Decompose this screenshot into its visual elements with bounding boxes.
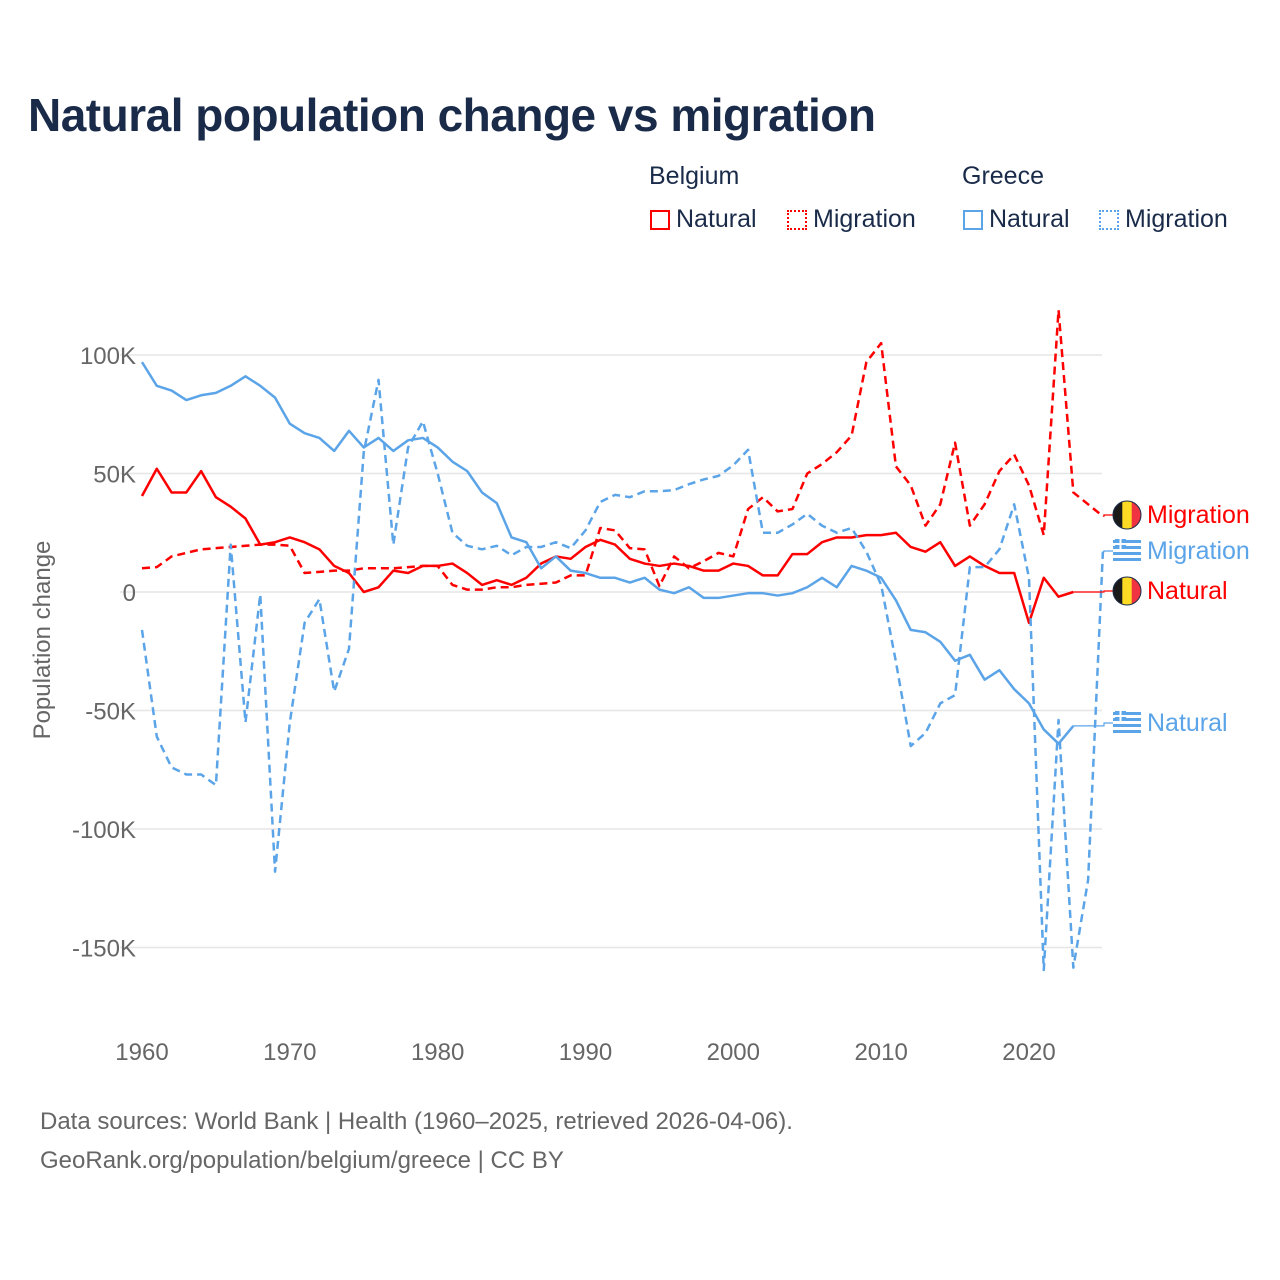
greece-flag-icon [1113,537,1141,565]
legend-belgium-migration[interactable]: Migration [787,205,916,234]
flag-cross [1115,715,1126,717]
y-tick-label: -100K [72,817,136,844]
flag-stripe-red [1131,577,1142,605]
flag-outline [1112,500,1142,530]
series-line-belgium-natural [140,467,1074,625]
flag-outline [1112,576,1142,606]
chart-title: Natural population change vs migration [28,89,876,141]
flag-stripe-black [1113,577,1123,605]
y-tick-label: -150K [72,936,136,963]
x-tick-label: 2010 [854,1039,907,1066]
legend-group-belgium: Belgium [649,162,740,190]
flag-stripe [1113,558,1141,561]
flag-stripe [1113,546,1141,549]
x-tick-label: 2000 [707,1039,760,1066]
legend-greece-natural[interactable]: Natural [963,205,1070,234]
y-tick-label: -50K [85,699,136,726]
footer-sources: Data sources: World Bank | Health (1960–… [40,1108,793,1135]
flag-stripe [1113,552,1141,555]
legend-label: Migration [1125,205,1228,233]
end-label-greece-natural: Natural [1147,709,1228,737]
flag-cross [1115,543,1126,545]
x-tick-label: 1980 [411,1039,464,1066]
legend-label: Migration [813,205,916,233]
belgium-flag-icon [1112,500,1142,530]
label-connector [1073,722,1114,727]
x-tick-label: 2020 [1002,1039,1055,1066]
series-line-greece-migration [140,378,1105,972]
dotted-swatch-icon [1099,209,1119,230]
y-tick-label: 0 [123,580,136,607]
end-label-belgium-natural: Natural [1147,577,1228,605]
series-line-belgium-migration [141,308,1104,591]
legend-belgium-natural[interactable]: Natural [650,205,757,234]
label-connector [1073,590,1114,593]
solid-swatch-icon [650,209,670,230]
x-tick-label: 1990 [559,1039,612,1066]
greece-flag-icon [1113,709,1141,737]
legend-greece-migration[interactable]: Migration [1099,205,1228,234]
x-tick-label: 1960 [115,1039,168,1066]
label-connector [1102,550,1114,553]
legend-label: Natural [989,205,1070,233]
flag-stripe [1113,718,1141,721]
flag-stripe-black [1113,501,1123,529]
y-tick-label: 100K [80,343,136,370]
legend-group-greece: Greece [962,162,1044,190]
legend-label: Natural [676,205,757,233]
label-connector [1102,514,1114,517]
flag-stripe-red [1131,501,1142,529]
end-label-greece-migration: Migration [1147,537,1250,565]
end-label-belgium-migration: Migration [1147,501,1250,529]
series-line-greece-natural [140,361,1075,745]
flag-stripe [1113,540,1141,543]
dotted-swatch-icon [787,209,807,230]
y-axis-label: Population change [29,541,56,740]
x-tick-label: 1970 [263,1039,316,1066]
solid-swatch-icon [963,209,983,230]
footer-attribution: GeoRank.org/population/belgium/greece | … [40,1147,564,1174]
belgium-flag-icon [1112,576,1142,606]
y-tick-label: 50K [93,462,136,489]
flag-stripe [1113,712,1141,715]
flag-stripe [1113,730,1141,733]
flag-stripe [1113,724,1141,727]
